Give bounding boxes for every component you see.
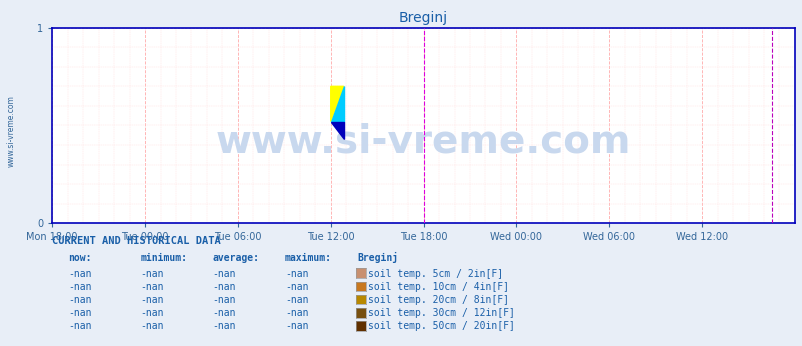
Text: -nan: -nan [213, 269, 236, 279]
Text: -nan: -nan [285, 269, 308, 279]
Text: -nan: -nan [285, 282, 308, 292]
Text: maximum:: maximum: [285, 253, 332, 263]
Text: -nan: -nan [140, 321, 164, 331]
Text: Breginj: Breginj [357, 252, 398, 263]
Text: -nan: -nan [213, 295, 236, 305]
Text: now:: now: [68, 253, 91, 263]
Text: soil temp. 5cm / 2in[F]: soil temp. 5cm / 2in[F] [367, 269, 502, 279]
Polygon shape [330, 121, 343, 139]
Text: -nan: -nan [285, 308, 308, 318]
Text: -nan: -nan [140, 282, 164, 292]
Polygon shape [330, 86, 343, 121]
Text: -nan: -nan [68, 321, 91, 331]
Text: soil temp. 30cm / 12in[F]: soil temp. 30cm / 12in[F] [367, 308, 514, 318]
Text: soil temp. 20cm / 8in[F]: soil temp. 20cm / 8in[F] [367, 295, 508, 305]
Text: CURRENT AND HISTORICAL DATA: CURRENT AND HISTORICAL DATA [52, 236, 221, 246]
Polygon shape [330, 86, 343, 121]
Text: -nan: -nan [285, 321, 308, 331]
Text: -nan: -nan [213, 282, 236, 292]
Text: -nan: -nan [140, 269, 164, 279]
Text: -nan: -nan [213, 321, 236, 331]
Text: -nan: -nan [285, 295, 308, 305]
Text: soil temp. 10cm / 4in[F]: soil temp. 10cm / 4in[F] [367, 282, 508, 292]
Text: -nan: -nan [68, 282, 91, 292]
Text: soil temp. 50cm / 20in[F]: soil temp. 50cm / 20in[F] [367, 321, 514, 331]
Text: average:: average: [213, 253, 260, 263]
Text: www.si-vreme.com: www.si-vreme.com [216, 122, 630, 160]
Title: Breginj: Breginj [399, 11, 448, 25]
Text: minimum:: minimum: [140, 253, 188, 263]
Text: -nan: -nan [68, 295, 91, 305]
Text: -nan: -nan [140, 308, 164, 318]
Text: -nan: -nan [68, 269, 91, 279]
Text: -nan: -nan [213, 308, 236, 318]
Text: www.si-vreme.com: www.si-vreme.com [6, 95, 15, 167]
Text: -nan: -nan [140, 295, 164, 305]
Text: -nan: -nan [68, 308, 91, 318]
